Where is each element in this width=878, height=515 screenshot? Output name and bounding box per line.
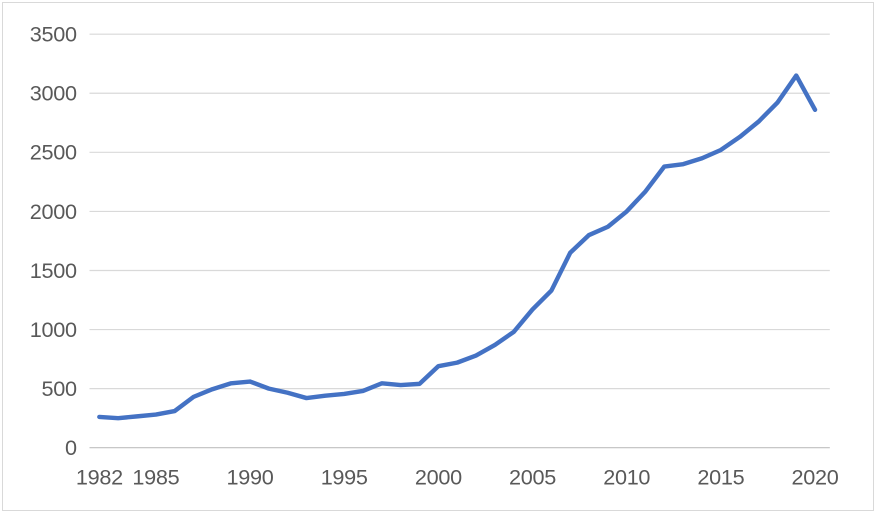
x-tick-label: 2015 bbox=[697, 464, 744, 489]
gridlines-group bbox=[89, 33, 830, 449]
x-tick-label: 1982 bbox=[76, 464, 123, 489]
x-tick-label: 2020 bbox=[792, 464, 839, 489]
y-tick-label: 3000 bbox=[30, 81, 77, 106]
x-tick-label: 1990 bbox=[227, 464, 274, 489]
line-chart: 0 500 1000 1500 2000 2500 3000 3500 1982 1985 1990… bbox=[30, 22, 839, 490]
y-tick-label: 500 bbox=[41, 376, 76, 401]
x-tick-label: 2005 bbox=[509, 464, 556, 489]
y-tick-label: 0 bbox=[65, 435, 77, 460]
x-axis-labels-group: 1982 1985 1990 1995 2000 2005 2010 2015 2020 bbox=[76, 464, 839, 489]
x-tick-label: 2000 bbox=[415, 464, 462, 489]
x-tick-label: 1995 bbox=[321, 464, 368, 489]
x-tick-label: 1985 bbox=[132, 464, 179, 489]
y-tick-label: 1500 bbox=[30, 258, 77, 283]
y-tick-label: 2500 bbox=[30, 140, 77, 165]
y-axis-labels-group: 0 500 1000 1500 2000 2500 3000 3500 bbox=[30, 22, 78, 460]
y-tick-label: 3500 bbox=[30, 22, 77, 47]
y-tick-label: 1000 bbox=[30, 317, 77, 342]
data-series-line bbox=[97, 73, 818, 421]
y-tick-label: 2000 bbox=[30, 199, 77, 224]
x-tick-label: 2010 bbox=[603, 464, 650, 489]
